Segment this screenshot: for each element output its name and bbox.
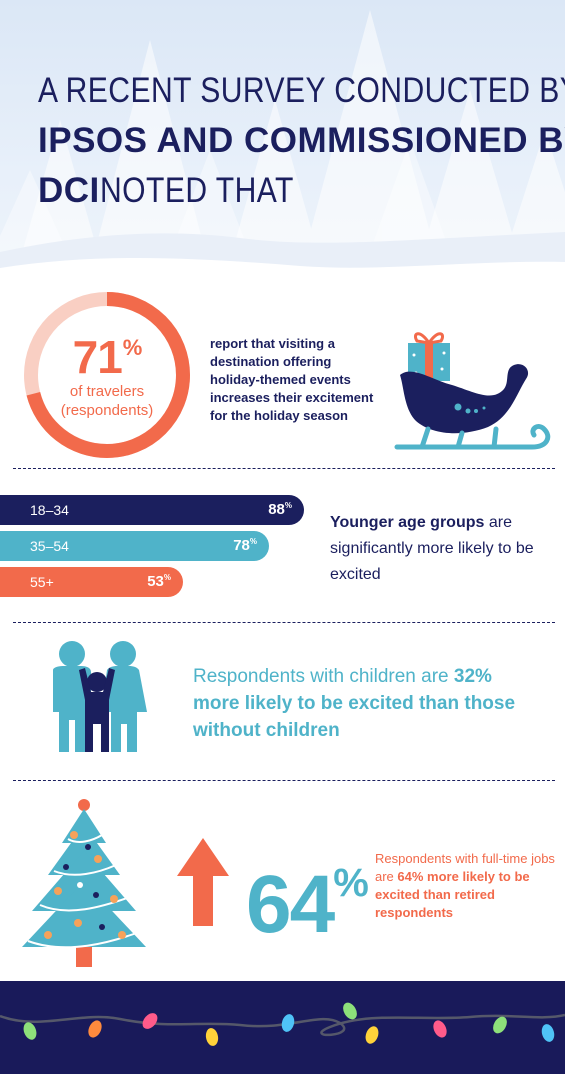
donut-ring xyxy=(24,292,190,458)
sleigh-icon xyxy=(394,332,551,450)
header: A RECENT SURVEY CONDUCTED BY IPSOS AND C… xyxy=(0,0,565,290)
age-groups-text: Younger age groups are significantly mor… xyxy=(330,510,560,588)
donut-value-arc xyxy=(24,292,190,458)
footer-lights-banner xyxy=(0,981,565,1074)
age-bar-value: 53% xyxy=(147,573,171,590)
travelers-subtitle-line-2: (respondents) xyxy=(60,402,154,419)
age-text-rest: are significantly more likely to be exci… xyxy=(330,514,534,583)
children-text: Respondents with children are 32% more l… xyxy=(193,663,523,744)
age-bar-55-plus: 55+ 53% xyxy=(0,567,183,597)
age-bar-35-54: 35–54 78% xyxy=(0,531,269,561)
age-bar-18-34: 18–34 88% xyxy=(0,495,304,525)
jobs-text-plain: Respondents with full-time jobs are xyxy=(375,851,555,884)
section-divider-2 xyxy=(13,622,555,623)
travelers-donut-chart: 71% of travelers (respondents) xyxy=(22,290,192,460)
headline-line-3-rest: NOTED THAT xyxy=(99,171,294,210)
string-lights-icon xyxy=(0,1002,565,1046)
age-bar-value: 78% xyxy=(233,537,257,554)
christmas-tree-icon xyxy=(22,799,146,967)
age-bar-label: 35–54 xyxy=(30,538,69,554)
headline: A RECENT SURVEY CONDUCTED BY IPSOS AND C… xyxy=(38,66,565,216)
age-text-bold: Younger age groups xyxy=(330,514,485,531)
age-bar-label: 55+ xyxy=(30,574,54,590)
age-bar-label: 18–34 xyxy=(30,502,69,518)
travelers-subtitle-line-1: of travelers xyxy=(69,383,145,400)
jobs-text-bold: 64% more likely to be excited than retir… xyxy=(375,869,530,920)
up-arrow-icon xyxy=(177,838,229,926)
travelers-section: 71% of travelers (respondents) report th… xyxy=(0,285,565,470)
age-bar-value: 88% xyxy=(268,501,292,518)
headline-line-1: A RECENT SURVEY CONDUCTED BY xyxy=(38,71,565,110)
children-text-bold: 32% more likely to be excited than those… xyxy=(193,666,516,741)
jobs-text: Respondents with full-time jobs are 64% … xyxy=(375,850,555,922)
section-divider-3 xyxy=(13,780,555,781)
children-text-plain: Respondents with children are xyxy=(193,666,454,687)
jobs-big-percent: 64% xyxy=(246,859,369,950)
snowy-trees-background xyxy=(0,10,565,290)
travelers-subtitle: of travelers (respondents) xyxy=(22,382,192,420)
travelers-description: report that visiting a destination offer… xyxy=(210,336,374,423)
headline-line-3-bold: DCI xyxy=(38,171,100,210)
family-icon xyxy=(53,641,147,752)
headline-line-2: IPSOS AND COMMISSIONED BY xyxy=(38,121,565,160)
travelers-percent: 71% xyxy=(72,331,143,383)
section-divider-1 xyxy=(13,468,555,469)
